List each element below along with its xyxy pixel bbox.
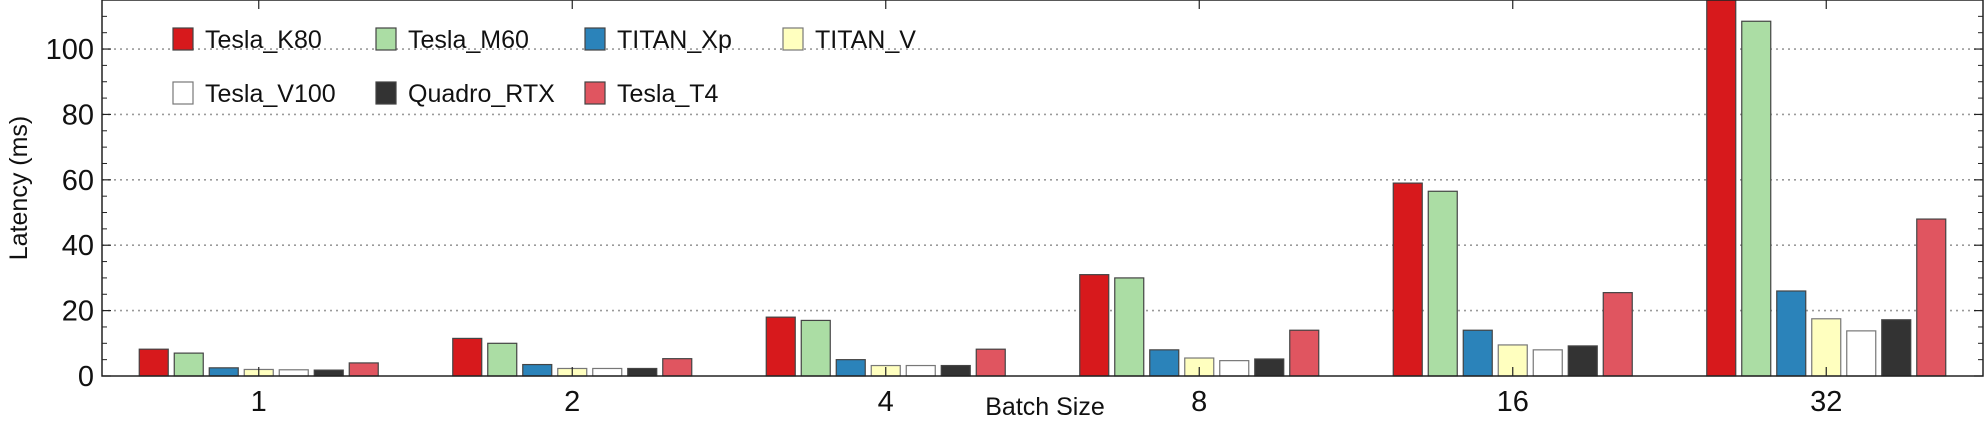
y-tick-label: 20 <box>62 296 94 328</box>
bar-quadro-rtx-batch-16 <box>1567 345 1598 377</box>
bar-tesla-k80-batch-8 <box>1079 274 1110 377</box>
legend-swatch <box>782 27 804 51</box>
legend-swatch <box>375 81 397 105</box>
bar-quadro-rtx-batch-8 <box>1254 358 1285 377</box>
legend-swatch <box>584 81 606 105</box>
x-tick-label: 32 <box>1810 386 1842 418</box>
y-axis-label: Latency (ms) <box>5 116 33 260</box>
legend: Tesla_K80 Tesla_M60 TITAN_Xp TITAN_V Tesla_V… <box>172 26 916 108</box>
bar-titan-xp-batch-2 <box>522 363 553 377</box>
bar-tesla-m60-batch-1 <box>173 352 204 377</box>
legend-label: Quadro_RTX <box>408 80 555 108</box>
bar-tesla-t4-batch-32 <box>1916 218 1947 377</box>
bar-tesla-v100-batch-1 <box>278 369 309 377</box>
x-tick-label: 4 <box>878 386 894 418</box>
bar-quadro-rtx-batch-1 <box>313 369 344 377</box>
legend-label: Tesla_T4 <box>617 80 719 108</box>
bar-tesla-k80-batch-32 <box>1706 0 1737 377</box>
legend-label: Tesla_M60 <box>408 26 529 54</box>
bar-tesla-k80-batch-16 <box>1392 182 1423 377</box>
legend-swatch <box>375 27 397 51</box>
y-tick-label: 60 <box>62 165 94 197</box>
legend-label: Tesla_K80 <box>205 26 322 54</box>
bar-titan-xp-batch-8 <box>1149 349 1180 377</box>
y-tick-labels: 0 20 40 60 80 100 <box>46 34 94 393</box>
legend-swatch <box>584 27 606 51</box>
y-tick-label: 40 <box>62 230 94 262</box>
legend-item: TITAN_V <box>782 26 916 54</box>
bar-tesla-m60-batch-2 <box>487 342 518 377</box>
bar-titan-xp-batch-4 <box>835 359 866 377</box>
x-tick-label: 1 <box>251 386 267 418</box>
bar-tesla-k80-batch-4 <box>765 316 796 377</box>
bars <box>138 0 1947 377</box>
bar-tesla-t4-batch-1 <box>348 362 379 377</box>
bar-titan-xp-batch-16 <box>1462 329 1493 377</box>
legend-item: Quadro_RTX <box>375 80 555 108</box>
bar-tesla-m60-batch-16 <box>1427 190 1458 377</box>
bar-tesla-t4-batch-8 <box>1289 329 1320 377</box>
grid-lines <box>102 48 1983 312</box>
legend-label: Tesla_V100 <box>205 80 336 108</box>
legend-item: Tesla_K80 <box>172 26 322 54</box>
legend-swatch <box>172 27 194 51</box>
y-tick-label: 80 <box>62 99 94 131</box>
x-tick-label: 16 <box>1497 386 1529 418</box>
bar-tesla-k80-batch-2 <box>452 337 483 377</box>
bar-tesla-v100-batch-16 <box>1532 349 1563 377</box>
bar-tesla-v100-batch-4 <box>905 364 936 377</box>
plot-frame <box>101 0 1984 377</box>
bar-tesla-m60-batch-4 <box>800 319 831 377</box>
legend-swatch <box>172 81 194 105</box>
bar-quadro-rtx-batch-2 <box>627 367 658 377</box>
bar-tesla-k80-batch-1 <box>138 348 169 377</box>
x-tick-label: 2 <box>564 386 580 418</box>
x-axis-label: Batch Size <box>985 393 1105 421</box>
legend-item: Tesla_V100 <box>172 80 336 108</box>
bar-tesla-v100-batch-32 <box>1846 330 1877 377</box>
bar-tesla-m60-batch-8 <box>1114 277 1145 377</box>
bar-tesla-t4-batch-2 <box>662 358 693 377</box>
tick-marks <box>102 0 1983 377</box>
legend-item: TITAN_Xp <box>584 26 732 54</box>
bar-titan-xp-batch-1 <box>208 367 239 377</box>
legend-label: TITAN_V <box>815 26 916 54</box>
bar-tesla-t4-batch-16 <box>1602 292 1633 377</box>
bar-quadro-rtx-batch-4 <box>940 364 971 377</box>
y-tick-label: 0 <box>78 361 94 393</box>
legend-item: Tesla_M60 <box>375 26 529 54</box>
bar-tesla-m60-batch-32 <box>1741 20 1772 377</box>
x-tick-label: 8 <box>1191 386 1207 418</box>
bar-titan-xp-batch-32 <box>1776 290 1807 377</box>
legend-label: TITAN_Xp <box>617 26 732 54</box>
bar-titan-v-batch-32 <box>1811 318 1842 377</box>
legend-item: Tesla_T4 <box>584 80 719 108</box>
bar-quadro-rtx-batch-32 <box>1881 319 1912 377</box>
y-tick-label: 100 <box>46 34 94 66</box>
x-tick-labels: 1 2 4 8 16 32 <box>251 386 1843 418</box>
bar-tesla-v100-batch-2 <box>592 367 623 377</box>
bar-tesla-v100-batch-8 <box>1219 360 1250 377</box>
bar-tesla-t4-batch-4 <box>975 348 1006 377</box>
